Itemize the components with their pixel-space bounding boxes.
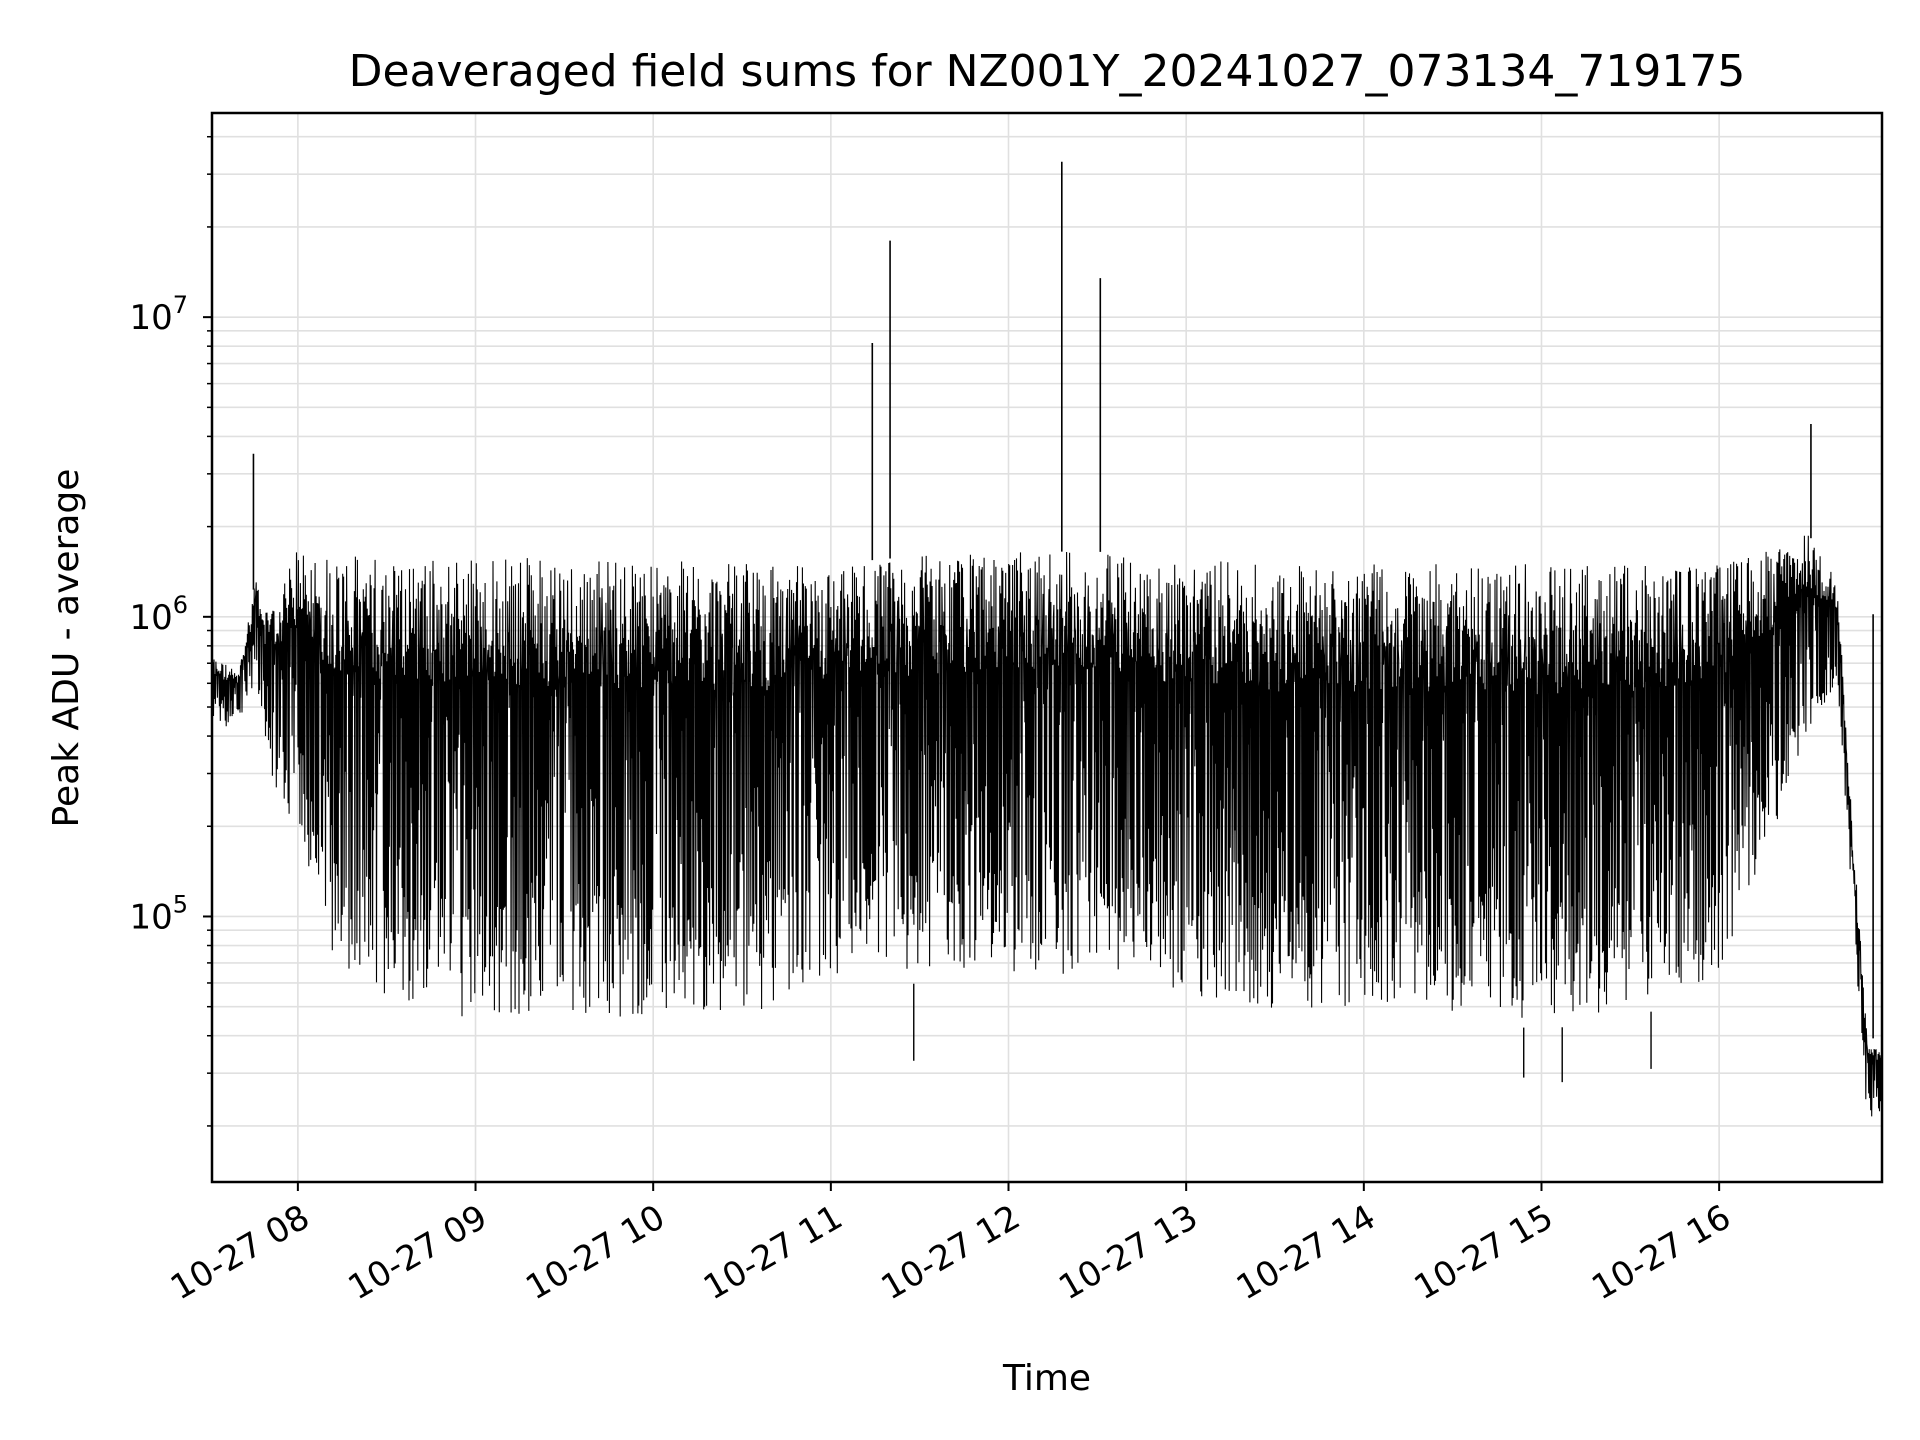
x-tick-label: 10-27 11	[697, 1197, 849, 1308]
x-tick-label: 10-27 15	[1408, 1197, 1560, 1308]
x-tick-label: 10-27 10	[519, 1197, 671, 1308]
x-tick-label: 10-27 13	[1052, 1197, 1204, 1308]
y-axis: 105 106 107	[129, 135, 212, 1127]
chart-title: Deaveraged field sums for NZ001Y_2024102…	[349, 46, 1746, 97]
series-line	[211, 535, 1883, 1117]
data-layer	[211, 161, 1883, 1117]
x-tick-label: 10-27 08	[164, 1197, 316, 1308]
plot-frame	[210, 111, 1884, 1184]
x-tick-label: 10-27 14	[1230, 1197, 1382, 1308]
y-tick-label: 105	[129, 890, 188, 937]
x-axis: 10-27 08 10-27 09 10-27 10 10-27 11 10-27 12…	[164, 1182, 1738, 1308]
y-axis-label: Peak ADU - average	[46, 469, 87, 828]
y-tick-label: 106	[129, 591, 188, 638]
y-tick-label: 107	[129, 291, 188, 338]
x-axis-label: Time	[1002, 1358, 1091, 1399]
x-tick-label: 10-27 09	[342, 1197, 494, 1308]
x-tick-label: 10-27 12	[875, 1197, 1027, 1308]
x-tick-label: 10-27 16	[1585, 1197, 1737, 1308]
